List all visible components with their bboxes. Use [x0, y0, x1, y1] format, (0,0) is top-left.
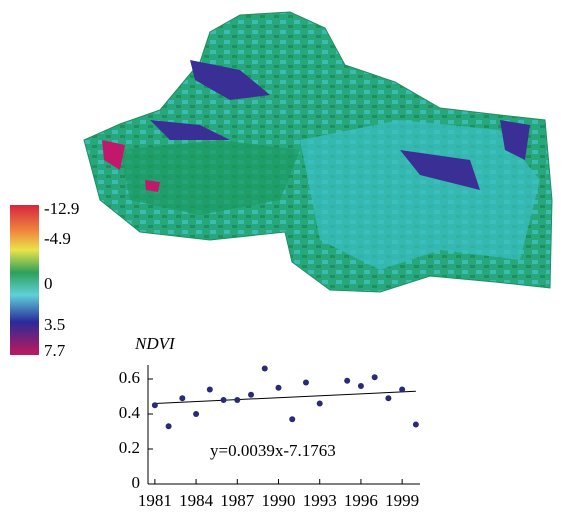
y-tick-label: 0.2	[119, 438, 140, 457]
point	[165, 423, 172, 430]
equation: y=0.0039x-7.1763	[210, 441, 336, 460]
legend-label: -12.9	[44, 199, 79, 218]
point	[206, 386, 213, 393]
y-axis-label: NDVI	[134, 334, 176, 353]
map	[83, 11, 553, 293]
x-tick-label: 1999	[385, 491, 419, 510]
patch	[150, 120, 230, 140]
x-tick-label: 1990	[262, 491, 296, 510]
x-tick-label: 1996	[344, 491, 378, 510]
region-highland	[300, 120, 540, 270]
color-legend	[10, 205, 39, 355]
point	[261, 365, 268, 372]
point	[344, 377, 351, 384]
patch	[400, 150, 480, 190]
patch	[102, 140, 125, 170]
point	[399, 386, 406, 393]
legend-label: -4.9	[44, 229, 71, 248]
point	[248, 391, 255, 398]
point	[220, 397, 227, 403]
legend-label: 3.5	[44, 315, 65, 334]
y-tick-label: 0.6	[119, 368, 140, 387]
x-tick-label: 1993	[303, 491, 337, 510]
x-tick-label: 1981	[138, 491, 172, 510]
patch	[190, 60, 270, 100]
point	[412, 421, 419, 428]
y-tick-label: 0.4	[119, 403, 141, 422]
x-tick-label: 1984	[179, 491, 214, 510]
point	[234, 397, 241, 403]
point	[371, 374, 378, 381]
point	[193, 411, 200, 417]
trend-line	[154, 390, 416, 404]
point	[275, 384, 282, 391]
point	[179, 395, 186, 402]
y-tick-label: 0	[132, 473, 141, 492]
patch	[500, 120, 530, 160]
patch	[145, 180, 160, 192]
point	[302, 379, 309, 386]
region-basin	[120, 140, 300, 215]
x-tick-label: 1987	[220, 491, 255, 510]
legend-label: 0	[44, 274, 53, 293]
point	[151, 402, 158, 409]
point	[385, 395, 392, 402]
point	[357, 383, 364, 389]
legend-label: 7.7	[44, 341, 66, 360]
point	[289, 416, 296, 423]
point	[316, 400, 323, 407]
